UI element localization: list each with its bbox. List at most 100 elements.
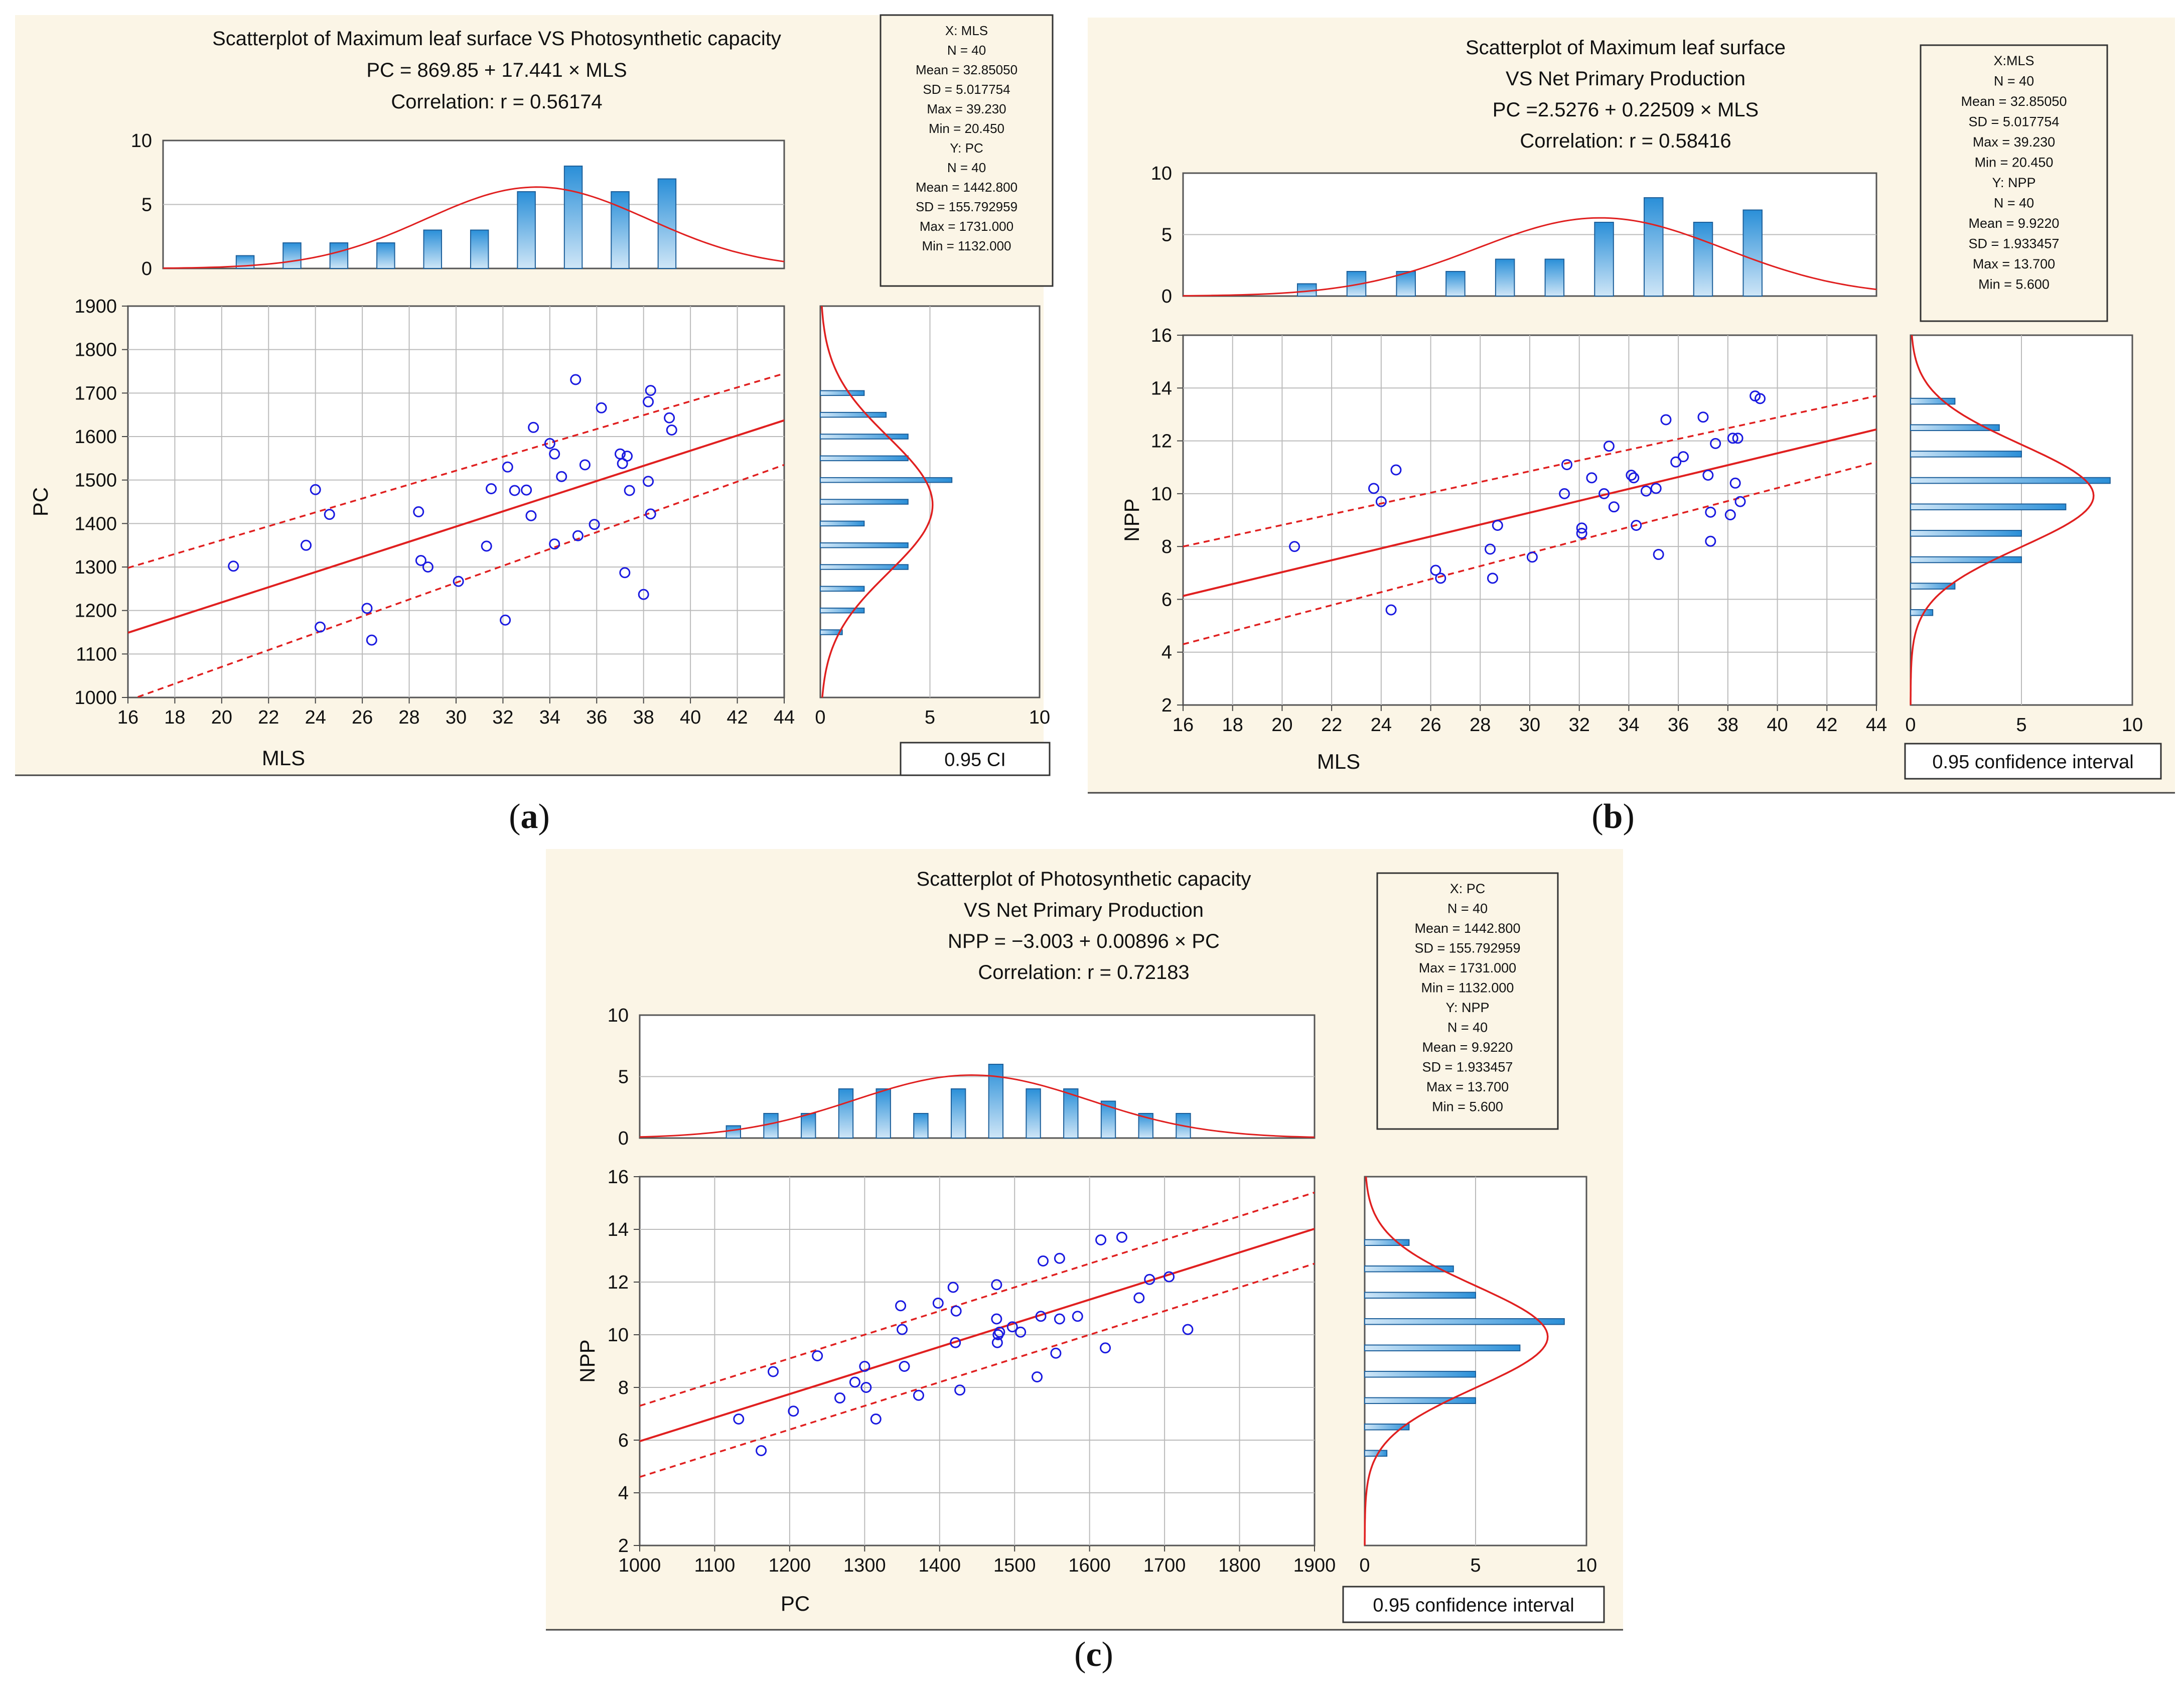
x-tick-label: 1800 [1218, 1555, 1261, 1576]
y-tick-label: 14 [1151, 378, 1172, 399]
legend-label: 0.95 confidence interval [1932, 752, 2133, 773]
side-hist-bar [1910, 451, 2022, 458]
data-point [1640, 485, 1652, 497]
side-hist-tick-label: 0 [1359, 1555, 1370, 1576]
data-point [366, 634, 377, 646]
summary-stat-line: Max = 13.700 [1973, 256, 2055, 271]
data-point [947, 1282, 959, 1293]
panel-caption: (c) [1074, 1635, 1113, 1674]
data-point [500, 614, 511, 626]
side-hist-tick-label: 5 [2016, 715, 2026, 736]
side-hist-normal-curve [821, 306, 934, 698]
data-point [1144, 1274, 1155, 1285]
top-hist-bar [657, 178, 677, 269]
data-point [1054, 1252, 1065, 1264]
y-tick-label: 2 [1161, 695, 1172, 716]
x-tick-label: 44 [774, 707, 795, 728]
summary-stat-line: Min = 1132.000 [922, 238, 1011, 253]
data-point [579, 459, 591, 471]
data-point [1035, 1311, 1047, 1322]
side-hist-bar [1910, 583, 1956, 590]
y-tick-label: 1900 [74, 296, 117, 317]
top-hist-bar [950, 1088, 966, 1139]
side-hist-bar [820, 455, 909, 462]
x-tick-label: 26 [1420, 715, 1441, 736]
data-point [1492, 520, 1503, 531]
data-point [228, 560, 239, 572]
data-point [870, 1414, 882, 1425]
x-tick-label: 42 [1816, 715, 1837, 736]
summary-stat-line: SD = 155.792959 [916, 199, 1017, 214]
side-hist-bar [1364, 1318, 1565, 1325]
y-tick-label: 1700 [74, 383, 117, 404]
top-hist-bar [423, 229, 443, 269]
regression-line [128, 419, 784, 634]
data-point [1015, 1326, 1027, 1338]
panel-caption: (b) [1591, 797, 1635, 836]
side-hist-bar [1910, 397, 1956, 405]
y-tick-label: 12 [608, 1272, 629, 1293]
top-hist-tick-label: 0 [618, 1128, 629, 1149]
summary-stat-line: Mean = 1442.800 [1415, 921, 1521, 936]
x-tick-label: 18 [164, 707, 185, 728]
top-hist-tick-label: 5 [1161, 225, 1172, 246]
side-hist-bar [1364, 1292, 1476, 1299]
summary-stat-line: N = 40 [1447, 1020, 1488, 1035]
top-hist-bar [763, 1113, 779, 1139]
data-point [913, 1389, 924, 1401]
side-hist-tick-label: 10 [1029, 707, 1050, 728]
top-hist-bar [329, 242, 349, 269]
data-point [1050, 1347, 1062, 1359]
y-tick-label: 6 [1161, 589, 1172, 610]
side-hist-bar [820, 520, 865, 527]
data-point [899, 1361, 910, 1372]
x-tick-label: 1600 [1068, 1555, 1111, 1576]
x-tick-label: 30 [446, 707, 467, 728]
regression-line [640, 1227, 1315, 1443]
side-hist-bar [820, 411, 887, 418]
scatter-plot-area [639, 1176, 1316, 1546]
regression-equation: NPP = −3.003 + 0.00896 × PC [948, 930, 1220, 952]
side-hist-bar [820, 542, 909, 548]
summary-stat-line: SD = 155.792959 [1415, 941, 1521, 956]
top-hist-bar [1063, 1088, 1079, 1139]
summary-stat-line: X: MLS [945, 23, 988, 38]
summary-stats-box [1376, 872, 1559, 1130]
data-point [1487, 573, 1498, 584]
side-hist-bar [820, 477, 953, 483]
side-hist-bar [820, 564, 909, 570]
data-point [1724, 509, 1736, 520]
x-tick-label: 32 [1569, 715, 1590, 736]
side-hist-bar [820, 607, 865, 614]
x-tick-label: 18 [1222, 715, 1243, 736]
side-hist-bar [1364, 1423, 1410, 1431]
data-point [638, 589, 649, 600]
x-tick-label: 28 [398, 707, 419, 728]
regression-line [1183, 428, 1876, 597]
data-point [991, 1337, 1003, 1348]
data-point [310, 484, 321, 495]
top-hist-bar [517, 191, 536, 269]
side-hist-bar [820, 629, 843, 635]
top-hist-bar [563, 166, 583, 269]
x-tick-label: 44 [1866, 715, 1887, 736]
y-tick-label: 8 [1161, 536, 1172, 557]
data-point [301, 539, 312, 551]
data-point [1576, 522, 1587, 534]
x-tick-label: 1900 [1293, 1555, 1336, 1576]
data-point [1163, 1271, 1175, 1283]
data-point [453, 576, 464, 587]
side-hist-bar [1910, 530, 2022, 537]
side-hist-bar [1364, 1370, 1476, 1378]
data-point [1435, 573, 1446, 584]
side-hist-bar [1364, 1239, 1410, 1246]
top-hist-tick-label: 5 [141, 195, 152, 216]
x-tick-label: 40 [1767, 715, 1788, 736]
x-tick-label: 1300 [843, 1555, 886, 1576]
data-point [1586, 472, 1597, 484]
scatter-series [640, 1191, 1315, 1478]
data-point [1702, 470, 1714, 481]
summary-stat-line: Max = 39.230 [927, 101, 1006, 116]
summary-stat-line: Mean = 32.85050 [1961, 94, 2067, 109]
